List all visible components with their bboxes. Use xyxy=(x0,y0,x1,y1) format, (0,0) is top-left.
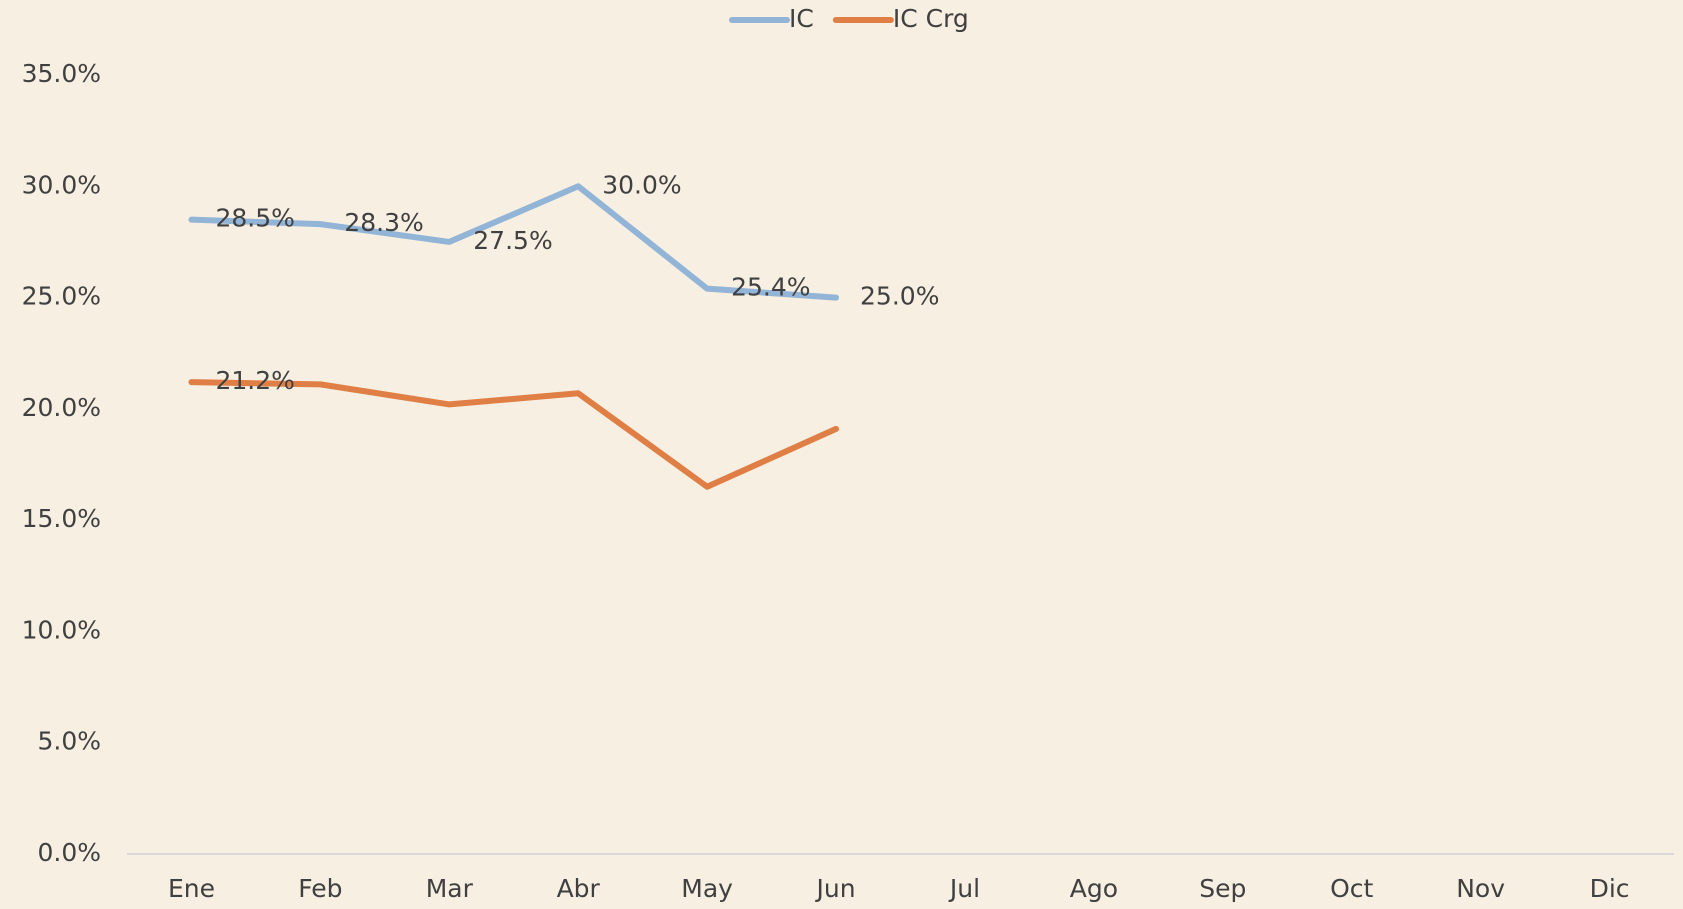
x-tick-label: Jul xyxy=(948,874,980,903)
y-tick-label: 20.0% xyxy=(22,393,101,422)
legend-label: IC Crg xyxy=(893,4,969,33)
data-label: 28.5% xyxy=(215,204,294,233)
y-tick-label: 30.0% xyxy=(22,170,101,199)
x-tick-label: Jun xyxy=(815,874,856,903)
x-tick-label: Ene xyxy=(168,874,215,903)
x-tick-label: Abr xyxy=(557,874,601,903)
legend-label: IC xyxy=(789,4,814,33)
x-tick-label: Feb xyxy=(298,874,342,903)
x-tick-label: Dic xyxy=(1590,874,1630,903)
x-tick-label: May xyxy=(681,874,733,903)
y-tick-label: 5.0% xyxy=(37,727,101,756)
data-label: 25.4% xyxy=(731,273,810,302)
line-series xyxy=(188,379,840,490)
x-tick-label: Sep xyxy=(1199,874,1246,903)
x-tick-label: Ago xyxy=(1070,874,1118,903)
y-tick-label: 15.0% xyxy=(22,504,101,533)
line-series xyxy=(188,183,840,301)
data-label: 25.0% xyxy=(860,282,939,311)
y-tick-label: 25.0% xyxy=(22,282,101,311)
data-label: 21.2% xyxy=(215,366,294,395)
data-label: 30.0% xyxy=(602,170,681,199)
x-tick-label: Nov xyxy=(1456,874,1505,903)
data-label: 27.5% xyxy=(473,226,552,255)
data-label: 28.3% xyxy=(344,208,423,237)
x-tick-label: Oct xyxy=(1330,874,1373,903)
y-tick-label: 35.0% xyxy=(22,59,101,88)
x-tick-label: Mar xyxy=(426,874,474,903)
y-tick-label: 0.0% xyxy=(37,838,101,867)
y-tick-label: 10.0% xyxy=(22,615,101,644)
